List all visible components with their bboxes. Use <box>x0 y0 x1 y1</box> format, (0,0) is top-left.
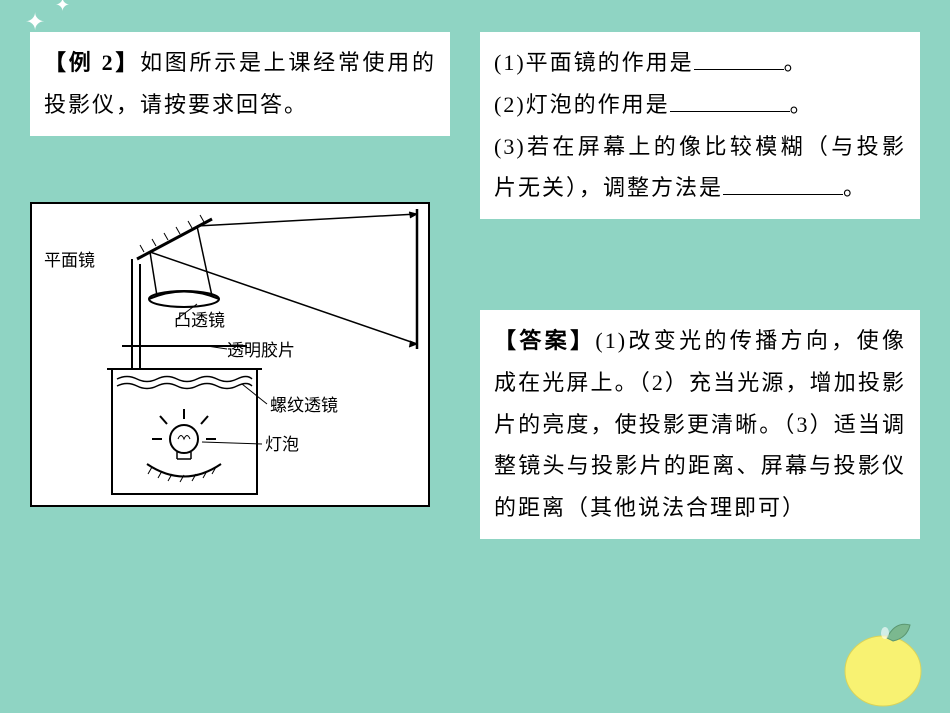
blank-2 <box>670 85 790 111</box>
blank-line-3: (3)若在屏幕上的像比较模糊（与投影片无关），调整方法是。 <box>494 126 906 210</box>
label-bulb: 灯泡 <box>265 435 299 454</box>
answer-text: (1)改变光的传播方向，使像成在光屏上。（2）充当光源，增加投影片的亮度，使投影… <box>494 328 906 520</box>
sparkle-decoration-2: ✦ <box>55 0 70 16</box>
answer-box: 【答案】(1)改变光的传播方向，使像成在光屏上。（2）充当光源，增加投影片的亮度… <box>480 310 920 539</box>
diagram-svg: 平面镜 凸透镜 透明胶片 螺纹透镜 灯泡 <box>32 204 428 505</box>
projector-diagram: 平面镜 凸透镜 透明胶片 螺纹透镜 灯泡 <box>30 202 430 507</box>
blank-3 <box>723 169 843 195</box>
label-mirror: 平面镜 <box>44 251 95 270</box>
lemon-decoration <box>835 613 925 708</box>
question-box: 【例 2】如图所示是上课经常使用的投影仪，请按要求回答。 <box>30 32 450 136</box>
example-label: 【例 2】 <box>44 50 140 75</box>
label-fresnel: 螺纹透镜 <box>270 396 338 415</box>
blank-line-2: (2)灯泡的作用是。 <box>494 84 906 126</box>
blank-1 <box>694 44 784 70</box>
answer-label: 【答案】 <box>494 328 595 353</box>
blank-line-1: (1)平面镜的作用是。 <box>494 42 906 84</box>
blanks-box: (1)平面镜的作用是。 (2)灯泡的作用是。 (3)若在屏幕上的像比较模糊（与投… <box>480 32 920 219</box>
label-convex: 凸透镜 <box>174 311 225 330</box>
label-film: 透明胶片 <box>227 341 295 360</box>
